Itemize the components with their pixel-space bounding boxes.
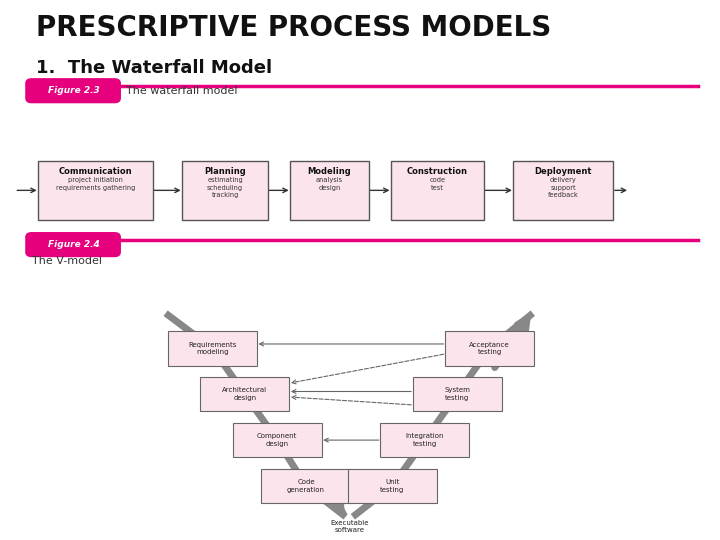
Text: Deployment: Deployment <box>535 167 592 177</box>
Text: code
test: code test <box>429 177 446 191</box>
Text: Unit
testing: Unit testing <box>380 480 405 492</box>
FancyBboxPatch shape <box>413 377 502 411</box>
FancyBboxPatch shape <box>182 161 268 220</box>
Text: Communication: Communication <box>58 167 132 177</box>
Text: The V-model: The V-model <box>32 256 102 267</box>
FancyBboxPatch shape <box>38 161 153 220</box>
Text: Requirements
modeling: Requirements modeling <box>188 342 237 355</box>
FancyBboxPatch shape <box>290 161 369 220</box>
FancyBboxPatch shape <box>26 79 120 103</box>
Text: Figure 2.4: Figure 2.4 <box>48 240 99 249</box>
FancyBboxPatch shape <box>168 331 257 366</box>
FancyBboxPatch shape <box>391 161 484 220</box>
FancyBboxPatch shape <box>380 423 469 457</box>
Text: Integration
testing: Integration testing <box>405 433 444 447</box>
Text: PRESCRIPTIVE PROCESS MODELS: PRESCRIPTIVE PROCESS MODELS <box>36 14 552 42</box>
Text: delivery
support
feedback: delivery support feedback <box>548 177 579 198</box>
Text: Executable
software: Executable software <box>330 519 369 534</box>
Text: project initiation
requirements gathering: project initiation requirements gatherin… <box>55 177 135 191</box>
FancyBboxPatch shape <box>513 161 613 220</box>
Text: Planning: Planning <box>204 167 246 177</box>
Text: Code
generation: Code generation <box>287 480 325 492</box>
Text: Construction: Construction <box>407 167 468 177</box>
Text: Component
design: Component design <box>257 433 297 447</box>
FancyBboxPatch shape <box>348 469 437 503</box>
Text: Modeling: Modeling <box>307 167 351 177</box>
Text: Architectural
design: Architectural design <box>222 388 267 401</box>
Text: 1.  The Waterfall Model: 1. The Waterfall Model <box>36 59 272 77</box>
Text: estimating
scheduling
tracking: estimating scheduling tracking <box>207 177 243 198</box>
Text: System
testing: System testing <box>444 388 470 401</box>
Text: The waterfall model: The waterfall model <box>126 86 238 96</box>
Text: Figure 2.3: Figure 2.3 <box>48 86 99 95</box>
Text: analysis
design: analysis design <box>316 177 343 191</box>
FancyBboxPatch shape <box>445 331 534 366</box>
FancyBboxPatch shape <box>26 233 120 256</box>
FancyBboxPatch shape <box>233 423 322 457</box>
FancyBboxPatch shape <box>200 377 289 411</box>
FancyBboxPatch shape <box>261 469 351 503</box>
Text: Acceptance
testing: Acceptance testing <box>469 342 510 355</box>
